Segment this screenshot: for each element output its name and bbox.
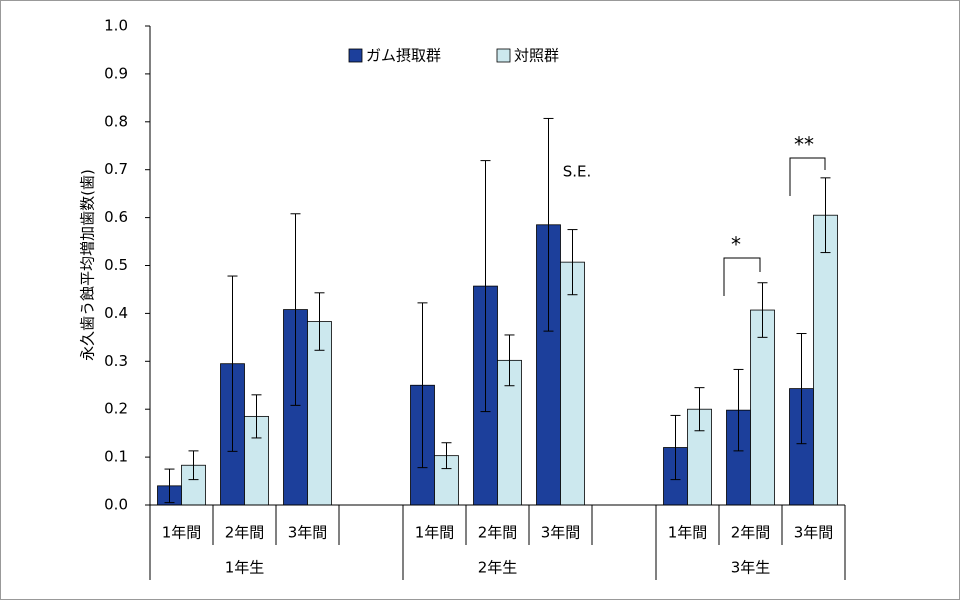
group-label: 1年生: [225, 559, 265, 577]
y-tick-label: 0.8: [104, 112, 128, 130]
y-tick-label: 0.1: [104, 448, 128, 466]
x-tick-label: 2年間: [225, 524, 265, 542]
y-tick-label: 0.3: [104, 352, 128, 370]
bracket: [723, 257, 761, 296]
x-tick-label: 2年間: [731, 524, 771, 542]
x-tick-label: 3年間: [541, 524, 581, 542]
y-tick-label: 0.2: [104, 400, 128, 418]
x-tick-label: 1年間: [415, 524, 455, 542]
bar: [307, 321, 332, 506]
bracket: [789, 157, 826, 196]
y-tick-label: 1.0: [104, 17, 128, 35]
legend-swatch: [348, 48, 363, 63]
y-tick-label: 0.4: [104, 304, 128, 322]
legend-swatch: [496, 48, 511, 63]
legend-label: 対照群: [514, 47, 559, 65]
group-label: 2年生: [478, 559, 518, 577]
x-tick-label: 3年間: [288, 524, 328, 542]
x-tick-label: 1年間: [668, 524, 708, 542]
group-label: 3年生: [731, 559, 771, 577]
y-tick-label: 0.9: [104, 64, 128, 82]
y-axis-label: 永久歯う蝕平均増加歯数(歯): [79, 169, 97, 361]
bar: [813, 214, 838, 506]
x-tick-label: 3年間: [794, 524, 834, 542]
annotation: **: [794, 133, 814, 157]
annotation: S.E.: [563, 163, 592, 181]
y-tick-label: 0.5: [104, 256, 128, 274]
legend-label: ガム摂取群: [366, 47, 441, 65]
y-tick-label: 0.7: [104, 160, 128, 178]
x-tick-label: 2年間: [478, 524, 518, 542]
y-tick-label: 0.0: [104, 496, 128, 514]
bar: [750, 309, 775, 506]
x-tick-label: 1年間: [162, 524, 202, 542]
y-tick-label: 0.6: [104, 208, 128, 226]
bar: [560, 261, 585, 506]
annotation: *: [731, 233, 741, 257]
